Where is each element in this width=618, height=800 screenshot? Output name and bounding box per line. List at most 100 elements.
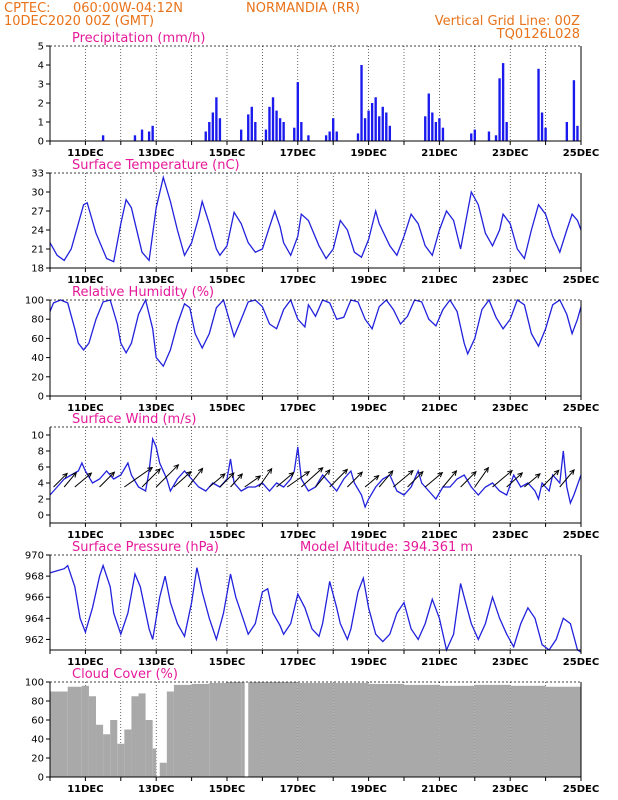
temp-xtick-label: 25DEC [563,275,599,286]
precip-bar [487,131,491,141]
cloud-bar [145,720,153,777]
wind-arrow [63,471,77,488]
rh-xtick-label: 19DEC [350,403,386,414]
precip-bar [250,106,253,141]
wind-arrow-shaft [219,472,235,488]
rh-xtick-label: 23DEC [492,403,528,414]
precip-ytick-label: 1 [38,118,44,129]
precip-bar [147,131,151,141]
wind-arrow [460,470,477,488]
cloud-bar [166,691,174,777]
wind-ytick-label: 4 [38,479,44,490]
press-xtick-label: 23DEC [492,657,528,668]
header-start-date: 10DEC2020 00Z (GMT) [4,14,154,29]
cloud-bar [439,685,475,777]
wind-arrow-shaft [393,470,414,488]
wind-arrow-shaft [347,471,363,488]
wind-arrow-head [342,468,349,475]
wind-arrow-shaft [474,467,489,488]
cloud-bar [96,724,104,777]
rh-xtick-label: 13DEC [138,403,174,414]
press-xtick-label: 21DEC [421,657,457,668]
wind-arrow [74,472,93,488]
wind-arrow-head [155,468,161,474]
precip-bar [572,80,576,141]
rh-ytick-label: 80 [31,315,44,326]
wind-arrow-shaft [407,471,424,488]
wind-ytick-label: 0 [38,511,44,522]
header-source: CPTEC: [4,1,51,16]
precip-xtick-label: 11DEC [67,148,103,159]
precip-xtick-label: 15DEC [209,148,245,159]
temp-xtick-label: 17DEC [280,275,316,286]
wind-arrow [173,470,192,488]
precip-bar [505,122,508,141]
precip-ytick-label: 4 [38,61,44,72]
precip-bar [427,93,430,141]
wind-arrow [506,472,524,488]
precip-bar [370,103,374,141]
wind-arrow-head [517,472,524,478]
wind-arrow-head [451,470,458,476]
wind-arrow-head [288,471,295,478]
precip-bar [441,127,445,141]
wind-arrow-head [483,466,489,473]
cloud-bar [110,720,118,777]
press-xtick-label: 11DEC [67,657,103,668]
cloud-bar [152,748,157,777]
cloud-bar [510,685,546,777]
wind-arrow-shaft [53,473,68,488]
cloud-bar [50,691,68,777]
precip-bar [204,131,207,141]
wind-xtick-label: 13DEC [138,530,174,541]
precip-bar [576,125,579,141]
cloud-xtick-label: 13DEC [138,784,174,795]
precip-bar [565,122,569,141]
cloud-xtick-label: 21DEC [421,784,457,795]
wind-arrow-head [357,471,364,478]
press-annotation: Model Altitude: 394.361 m [300,540,473,555]
precip-bar [215,97,218,141]
wind-arrow-head [304,470,311,477]
wind-arrow-shaft [301,467,324,488]
cloud-bar [368,683,404,777]
wind-arrow [230,473,244,488]
cloud-bar [545,686,581,777]
precip-bar [328,131,331,141]
wind-arrow [301,466,324,488]
wind-arrow-shaft [244,475,261,488]
rh-line [49,298,582,368]
wind-arrow-head [317,466,324,473]
wind-arrow-head [471,470,477,477]
press-title: Surface Pressure (hPa) [72,540,219,555]
precip-bar [424,116,427,141]
precip-xtick-label: 17DEC [280,148,316,159]
press-ytick-label: 962 [25,635,44,646]
wind-arrow-shaft [506,472,523,488]
cloud-bar [474,684,511,777]
wind-xtick-label: 19DEC [350,530,386,541]
wind-arrow-shaft [492,470,513,488]
rh-ytick-label: 40 [31,353,44,364]
precip-bar [307,135,310,141]
precip-xtick-label: 19DEC [350,148,386,159]
wind-arrow-head [71,471,77,478]
press-ytick-label: 966 [25,593,44,604]
wind-arrow [407,470,424,488]
precip-bar [211,112,215,141]
cloud-ytick-label: 60 [31,716,44,727]
wind-arrow-shaft [460,471,477,488]
precip-ytick-label: 5 [38,42,44,53]
wind-arrow [286,470,311,488]
rh-ytick-label: 100 [25,296,44,307]
wind-ytick-label: 2 [38,495,44,506]
wind-arrow-head [534,473,541,479]
wind-arrow [424,471,444,488]
precip-bar [360,65,363,141]
cloud-panel: 0 20 40 60 80 100 11DEC 13DEC 15DEC 17DEC 19DEC 21D… [25,667,599,795]
wind-arrow-shaft [424,472,443,488]
temp-ytick-label: 18 [31,264,44,275]
precip-bar [133,135,137,141]
wind-arrow-shaft [173,471,192,488]
precip-bar [264,129,268,141]
